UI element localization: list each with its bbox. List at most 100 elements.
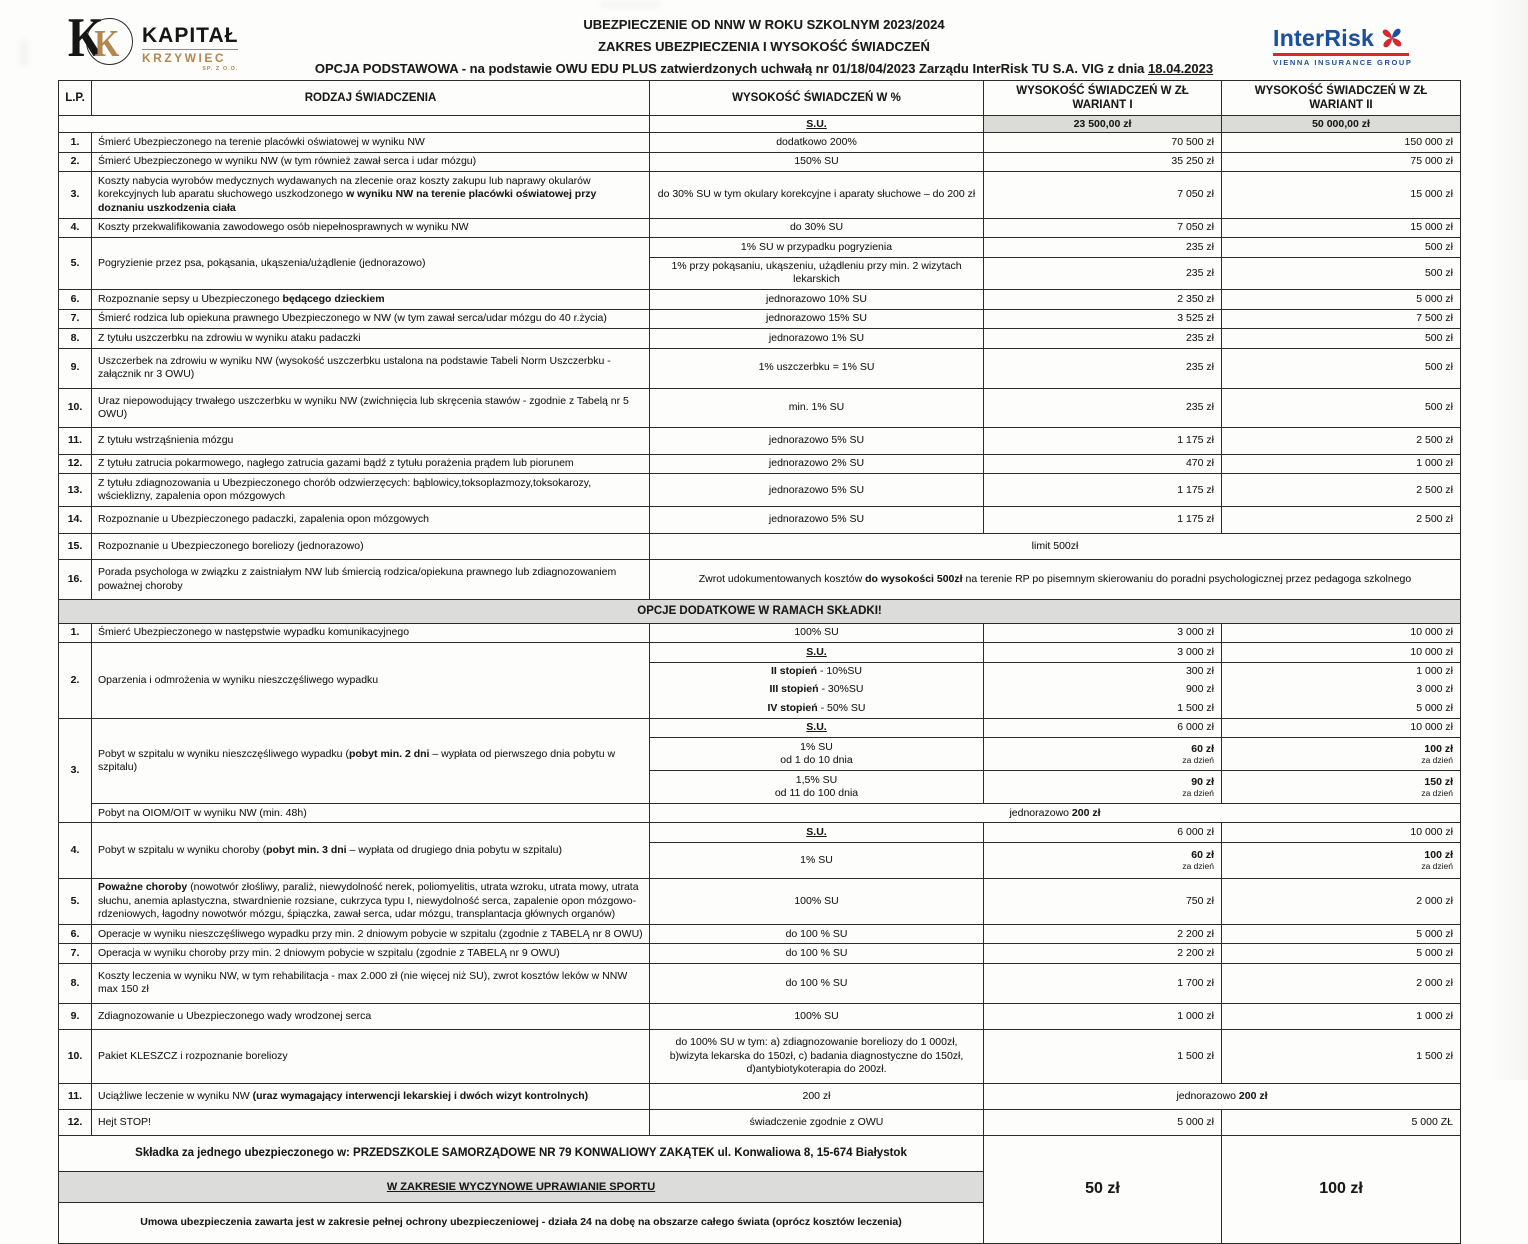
document-header: K K KAPITAŁ KRZYWIEC SP. Z O.O. UBEZPIEC… bbox=[0, 0, 1528, 78]
variant1-value: 2 200 zł bbox=[984, 925, 1222, 945]
header-lp: L.P. bbox=[59, 81, 92, 117]
variant1-value: 300 zł bbox=[984, 662, 1222, 681]
variant2-value: 2 500 zł bbox=[1222, 507, 1461, 534]
variant2-value: 500 zł bbox=[1222, 348, 1461, 389]
percent-cell: S.U. bbox=[650, 643, 984, 663]
lp-cell: 8. bbox=[59, 329, 92, 349]
variant1-value: 6 000 zł bbox=[984, 718, 1222, 739]
variant1-value: 1 175 zł bbox=[984, 474, 1222, 508]
variant2-value: 15 000 zł bbox=[1222, 172, 1461, 219]
benefit-name: Uraz niepowodujący trwałego uszczerbku w… bbox=[92, 388, 650, 429]
benefit-name: Śmierć Ubezpieczonego w wyniku NW (w tym… bbox=[92, 152, 650, 173]
table-row: 13. Z tytułu zdiagnozowania u Ubezpieczon… bbox=[59, 474, 1461, 508]
lp-cell: 14. bbox=[59, 507, 92, 534]
table-row: II stopień - 10%SU 300 zł 1 000 zł bbox=[59, 662, 1461, 681]
benefit-span-value: Zwrot udokumentowanych kosztów do wysoko… bbox=[650, 560, 1461, 600]
doc-title-line3: OPCJA PODSTAWOWA - na podstawie OWU EDU … bbox=[314, 61, 1214, 77]
benefit-name: Uszczerbek na zdrowiu w wyniku NW (wysok… bbox=[92, 348, 650, 389]
percent-cell: 100% SU bbox=[650, 1003, 984, 1031]
lp-cell: 12. bbox=[59, 454, 92, 475]
lp-cell: 4. bbox=[59, 823, 92, 879]
table-row: 14. Rozpoznanie u Ubezpieczonego padaczki… bbox=[59, 507, 1461, 534]
interrisk-logo: InterRisk VIENNA INSURANCE GROUP bbox=[1273, 24, 1438, 67]
benefit-span-value: limit 500zł bbox=[650, 533, 1461, 561]
premium-variant1: 50 zł bbox=[984, 1136, 1222, 1244]
lp-cell: 12. bbox=[59, 1109, 92, 1137]
variant1-value: 900 zł bbox=[984, 680, 1222, 700]
benefit-name: Rozpoznanie u Ubezpieczonego padaczki, z… bbox=[92, 507, 650, 534]
variant2-value: 10 000 zł bbox=[1222, 643, 1461, 663]
subheader-su: S.U. bbox=[650, 116, 984, 134]
benefit-name: Operacja w wyniku choroby przy min. 2 dn… bbox=[92, 944, 650, 964]
variant2-value: 1 000 zł bbox=[1222, 662, 1461, 681]
lp-cell: 13. bbox=[59, 474, 92, 508]
lp-cell: 1. bbox=[59, 623, 92, 644]
benefit-name: Z tytułu zdiagnozowania u Ubezpieczonego… bbox=[92, 474, 650, 508]
variant1-value: 235 zł bbox=[984, 257, 1222, 291]
table-subheader-row: S.U. 23 500,00 zł 50 000,00 zł bbox=[59, 116, 1461, 134]
percent-cell: jednorazowo 5% SU bbox=[650, 474, 984, 508]
percent-cell: S.U. bbox=[650, 718, 984, 739]
variant1-value: 2 350 zł bbox=[984, 290, 1222, 310]
variant2-value: 2 500 zł bbox=[1222, 474, 1461, 508]
variant1-value: 60 zł za dzień bbox=[984, 738, 1222, 772]
percent-cell: do 100 % SU bbox=[650, 963, 984, 1004]
percent-cell: IV stopień - 50% SU bbox=[650, 699, 984, 719]
variant2-value: 100 zł za dzień bbox=[1222, 738, 1461, 772]
variant2-value: 2 500 zł bbox=[1222, 428, 1461, 455]
brand-subname: KRZYWIEC bbox=[142, 51, 226, 65]
kapital-krzywiec-logo: K K KAPITAŁ KRZYWIEC SP. Z O.O. bbox=[64, 7, 239, 72]
lp-cell: 6. bbox=[59, 290, 92, 310]
percent-cell: 1% uszczerbku = 1% SU bbox=[650, 348, 984, 389]
table-row: 5. Poważne choroby (nowotwór złośliwy, pa… bbox=[59, 878, 1461, 925]
variant1-value: 5 000 zł bbox=[984, 1109, 1222, 1137]
percent-cell: 150% SU bbox=[650, 152, 984, 173]
benefit-name: Poważne choroby (nowotwór złośliwy, para… bbox=[92, 878, 650, 925]
benefit-name: Pobyt w szpitalu w wyniku nieszczęśliweg… bbox=[92, 718, 650, 805]
percent-cell: 1% SU od 1 do 10 dnia bbox=[650, 738, 984, 772]
percent-cell: S.U. bbox=[650, 823, 984, 843]
variant1-value: 1 175 zł bbox=[984, 428, 1222, 455]
variant1-value: 235 zł bbox=[984, 348, 1222, 389]
variant1-value: 235 zł bbox=[984, 238, 1222, 258]
variant2-value: 10 000 zł bbox=[1222, 718, 1461, 739]
variant2-value: 1 000 zł bbox=[1222, 1003, 1461, 1031]
percent-cell: 200 zł bbox=[650, 1083, 984, 1110]
benefit-name: Śmierć rodzica lub opiekuna prawnego Ube… bbox=[92, 309, 650, 330]
table-row: 1% SU od 1 do 10 dnia 60 zł za dzień 100 zł z… bbox=[59, 738, 1461, 772]
variant1-value: 90 zł za dzień bbox=[984, 771, 1222, 805]
benefit-span-value: jednorazowo 200 zł bbox=[650, 804, 1461, 824]
percent-cell: min. 1% SU bbox=[650, 388, 984, 429]
variant2-value: 100 zł za dzień bbox=[1222, 842, 1461, 879]
lp-cell: 10. bbox=[59, 388, 92, 429]
table-row: 12. Z tytułu zatrucia pokarmowego, nagłeg… bbox=[59, 454, 1461, 475]
table-row: 1% przy pokąsaniu, ukąszeniu, użądleniu … bbox=[59, 257, 1461, 291]
table-row: 9. Zdiagnozowanie u Ubezpieczonego wady w… bbox=[59, 1003, 1461, 1031]
percent-cell: do 30% SU w tym okulary korekcyjne i apa… bbox=[650, 172, 984, 219]
doc-title-line1: UBEZPIECZENIE OD NNW W ROKU SZKOLNYM 202… bbox=[583, 17, 945, 32]
lp-cell: 3. bbox=[59, 718, 92, 824]
percent-cell: jednorazowo 5% SU bbox=[650, 428, 984, 455]
variant2-value: 500 zł bbox=[1222, 257, 1461, 291]
variant1-value: 70 500 zł bbox=[984, 133, 1222, 153]
header-variant1: WYSOKOŚĆ ŚWIADCZEŃ W ZŁ WARIANT I bbox=[984, 81, 1222, 117]
variant2-value: 500 zł bbox=[1222, 388, 1461, 429]
lp-cell: 5. bbox=[59, 878, 92, 925]
variant1-value: 1 500 zł bbox=[984, 699, 1222, 719]
benefit-name: Uciążliwe leczenie w wyniku NW (uraz wym… bbox=[92, 1083, 650, 1110]
variant2-value: 150 000 zł bbox=[1222, 133, 1461, 153]
interrisk-pinwheel-icon bbox=[1382, 28, 1402, 48]
table-row: 1. Śmierć Ubezpieczonego w następstwie wy… bbox=[59, 623, 1461, 644]
table-row: 9. Uszczerbek na zdrowiu w wyniku NW (wys… bbox=[59, 348, 1461, 389]
percent-cell: do 100% SU w tym: a) zdiagnozowanie bore… bbox=[650, 1030, 984, 1084]
variant2-value: 5 000 zł bbox=[1222, 925, 1461, 945]
table-row: 2. Oparzenia i odmrożenia w wyniku nieszc… bbox=[59, 643, 1461, 719]
lp-cell: 11. bbox=[59, 428, 92, 455]
lp-cell: 7. bbox=[59, 944, 92, 964]
percent-cell: jednorazowo 15% SU bbox=[650, 309, 984, 330]
percent-cell: dodatkowo 200% bbox=[650, 133, 984, 153]
variant2-value: 3 000 zł bbox=[1222, 680, 1461, 700]
lp-cell: 6. bbox=[59, 925, 92, 945]
benefit-name: Rozpoznanie sepsy u Ubezpieczonego będąc… bbox=[92, 290, 650, 310]
benefit-name: Śmierć Ubezpieczonego w następstwie wypa… bbox=[92, 623, 650, 644]
